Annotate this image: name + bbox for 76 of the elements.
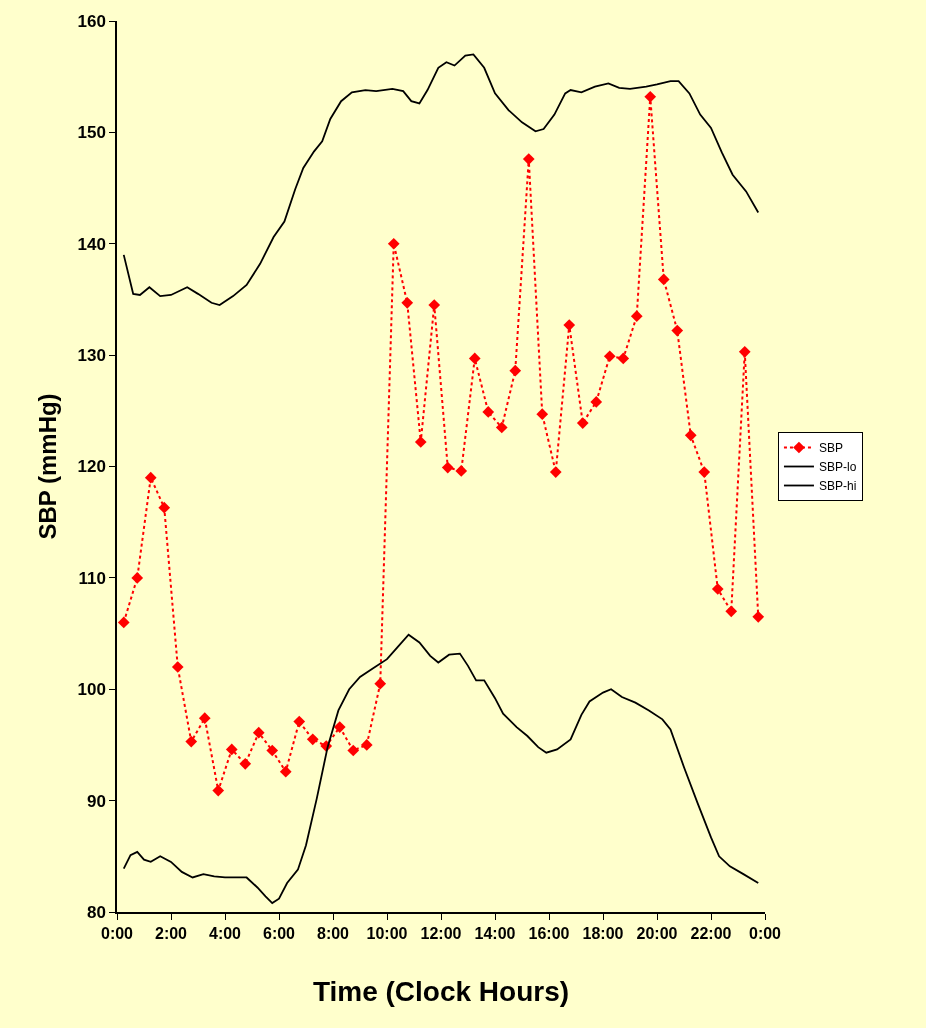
x-tick-label: 22:00 (690, 924, 732, 942)
point (684, 429, 697, 442)
point (252, 726, 265, 739)
y-tick-label: 140 (77, 234, 106, 254)
x-tick-label: 4:00 (208, 924, 242, 942)
point (576, 417, 589, 429)
point (603, 350, 616, 363)
point (414, 436, 427, 448)
x-axis-title: Time (Clock Hours) (312, 975, 570, 1007)
point (671, 324, 684, 337)
point (590, 396, 603, 408)
point (158, 501, 171, 514)
y-tick-label: 100 (77, 680, 106, 700)
point (657, 273, 670, 286)
x-tick-label: 2:00 (154, 924, 188, 942)
point (144, 471, 157, 484)
point (333, 721, 346, 733)
point (401, 296, 414, 309)
point (117, 616, 130, 629)
x-tick-label: 8:00 (316, 924, 350, 942)
point (617, 352, 630, 365)
point (563, 319, 576, 331)
y-tick-label: 80 (86, 902, 106, 922)
x-tick-label: 0:00 (100, 924, 134, 942)
x-tick-label: 10:00 (366, 924, 408, 942)
point (239, 758, 252, 770)
point (509, 364, 522, 377)
x-tick-label: 14:00 (474, 924, 516, 942)
point (495, 421, 508, 434)
y-tick-label: 160 (77, 11, 106, 31)
line-series (122, 53, 760, 306)
point (131, 572, 144, 584)
point (266, 744, 279, 757)
point (644, 90, 657, 103)
point (428, 299, 441, 311)
point (630, 310, 643, 322)
legend-label: SBP-hi (818, 479, 857, 494)
x-tick-label: 16:00 (528, 924, 570, 942)
point (212, 784, 225, 797)
point (455, 465, 468, 477)
point (482, 406, 495, 418)
point (752, 611, 765, 623)
point (468, 352, 481, 365)
point (360, 739, 373, 751)
line-series (122, 633, 760, 904)
y-tick-label: 120 (77, 457, 106, 477)
point (387, 237, 400, 250)
point (293, 715, 306, 728)
point (725, 605, 738, 618)
point (441, 461, 454, 474)
point (549, 466, 562, 478)
y-tick-label: 90 (86, 791, 106, 811)
point (279, 765, 292, 778)
y-tick-label: 110 (78, 568, 106, 588)
point (698, 466, 711, 478)
y-axis-title: SBP (mmHg) (34, 393, 62, 540)
point (522, 153, 535, 165)
point (536, 408, 549, 420)
point (225, 743, 238, 756)
x-tick-label: 18:00 (582, 924, 624, 942)
point (374, 677, 387, 690)
point (347, 744, 360, 757)
x-tick-label: 0:00 (748, 924, 782, 942)
point (198, 712, 211, 725)
legend-label: SBP (818, 441, 843, 456)
point (185, 735, 198, 748)
point (738, 345, 751, 358)
legend-label: SBP-lo (818, 460, 857, 475)
x-tick-label: 12:00 (420, 924, 462, 942)
x-tick-label: 6:00 (262, 924, 296, 942)
point (306, 733, 319, 746)
point (711, 583, 724, 595)
y-tick-label: 150 (77, 123, 106, 143)
y-tick-label: 130 (77, 346, 106, 366)
x-tick-label: 20:00 (636, 924, 678, 942)
point (171, 661, 184, 673)
